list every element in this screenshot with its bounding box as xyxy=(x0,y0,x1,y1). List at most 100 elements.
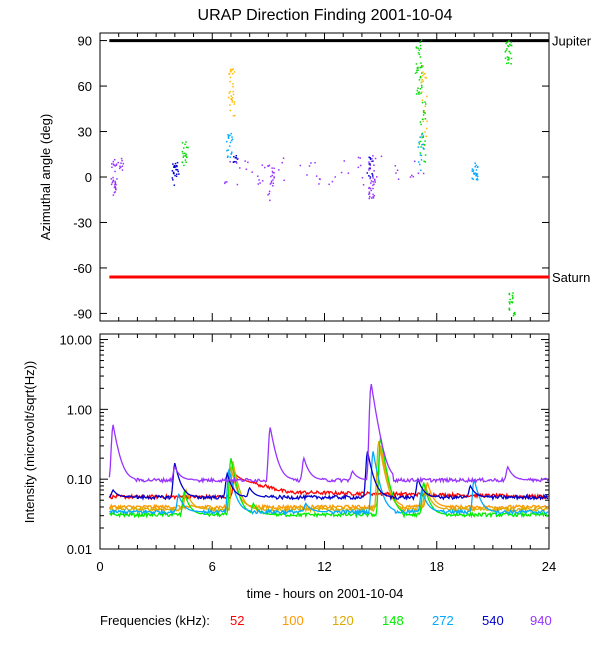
direction-point xyxy=(228,72,231,75)
direction-point xyxy=(183,147,185,149)
direction-point xyxy=(394,165,397,167)
direction-point xyxy=(475,164,477,167)
direction-point xyxy=(172,163,174,165)
direction-point xyxy=(272,171,274,174)
direction-point xyxy=(369,164,372,167)
direction-point xyxy=(268,164,271,167)
top-ytick-label: -60 xyxy=(73,261,92,276)
direction-point xyxy=(475,178,478,181)
direction-point xyxy=(508,50,510,53)
direction-point xyxy=(273,177,275,179)
direction-point xyxy=(359,157,361,159)
legend-item-120: 120 xyxy=(332,613,354,628)
direction-point xyxy=(421,66,423,68)
direction-point xyxy=(175,175,178,178)
direction-point xyxy=(474,165,476,168)
direction-point xyxy=(227,155,229,157)
direction-point xyxy=(417,87,419,90)
direction-point xyxy=(175,168,178,171)
direction-point xyxy=(416,71,418,74)
direction-point xyxy=(310,162,312,164)
direction-point xyxy=(368,156,370,159)
direction-point xyxy=(226,149,228,152)
direction-point xyxy=(421,118,424,121)
direction-point xyxy=(513,312,515,315)
direction-point xyxy=(409,176,412,178)
direction-point xyxy=(120,166,122,168)
direction-point xyxy=(181,150,184,153)
direction-point xyxy=(506,62,508,65)
direction-point xyxy=(368,167,370,170)
direction-point xyxy=(357,156,360,159)
direction-point xyxy=(476,175,479,178)
direction-point xyxy=(115,164,118,166)
ref-label-saturn: Saturn xyxy=(552,270,590,285)
direction-point xyxy=(229,76,232,79)
top-ytick-label: 60 xyxy=(78,79,92,94)
direction-point xyxy=(419,152,422,154)
direction-point xyxy=(506,48,508,50)
direction-point xyxy=(422,147,424,149)
direction-point xyxy=(424,140,426,142)
direction-point xyxy=(512,314,515,317)
direction-point xyxy=(272,184,274,187)
direction-point xyxy=(373,178,376,181)
direction-point xyxy=(226,181,228,183)
direction-point xyxy=(230,68,232,71)
direction-point xyxy=(475,173,478,175)
direction-point xyxy=(184,143,186,146)
direction-point xyxy=(370,182,372,184)
direction-point xyxy=(471,170,473,172)
bottom-ytick-label: 0.01 xyxy=(67,542,92,557)
direction-point xyxy=(372,197,375,199)
direction-point xyxy=(504,51,507,53)
direction-point xyxy=(508,292,511,295)
direction-point xyxy=(268,192,271,195)
direction-point xyxy=(369,176,372,178)
top-ytick-label: -90 xyxy=(73,306,92,321)
direction-point xyxy=(421,74,424,77)
direction-point xyxy=(418,143,421,145)
direction-point xyxy=(271,170,274,173)
direction-point xyxy=(368,192,371,195)
direction-point xyxy=(421,79,423,81)
direction-point xyxy=(425,135,428,138)
direction-point xyxy=(359,164,362,167)
direction-point xyxy=(171,170,174,172)
direction-point xyxy=(507,62,510,64)
direction-point xyxy=(230,70,232,73)
top-ytick-label: 90 xyxy=(78,34,92,49)
direction-point xyxy=(421,64,423,67)
direction-point xyxy=(472,178,474,180)
direction-point xyxy=(368,191,371,193)
direction-point xyxy=(416,69,418,72)
direction-point xyxy=(273,176,275,178)
direction-point xyxy=(173,165,176,167)
direction-point xyxy=(268,190,271,193)
direction-point xyxy=(370,180,373,182)
direction-point xyxy=(508,40,510,42)
direction-point xyxy=(424,76,427,79)
bottom-x-axis: 0 6 12 18 24 xyxy=(96,334,556,574)
direction-point xyxy=(228,92,231,94)
direction-point xyxy=(187,146,189,149)
direction-point xyxy=(419,56,422,58)
legend-item-52: 52 xyxy=(230,613,244,628)
bottom-ytick-label: 0.10 xyxy=(67,472,92,487)
direction-point xyxy=(421,101,424,104)
top-y-axis: -90 -60 -30 0 30 60 90 xyxy=(73,33,550,321)
direction-point xyxy=(224,182,226,185)
direction-point xyxy=(258,179,260,181)
legend: 52 100 120 148 272 540 940 xyxy=(230,613,552,628)
direction-point xyxy=(508,307,511,310)
direction-point xyxy=(369,177,371,180)
direction-point xyxy=(272,182,275,184)
direction-point xyxy=(116,178,118,180)
direction-point xyxy=(423,160,425,163)
direction-point xyxy=(506,41,508,44)
direction-point xyxy=(184,154,187,157)
direction-point xyxy=(476,179,479,181)
direction-point xyxy=(421,86,423,89)
direction-point xyxy=(372,193,374,196)
direction-point xyxy=(271,174,274,177)
